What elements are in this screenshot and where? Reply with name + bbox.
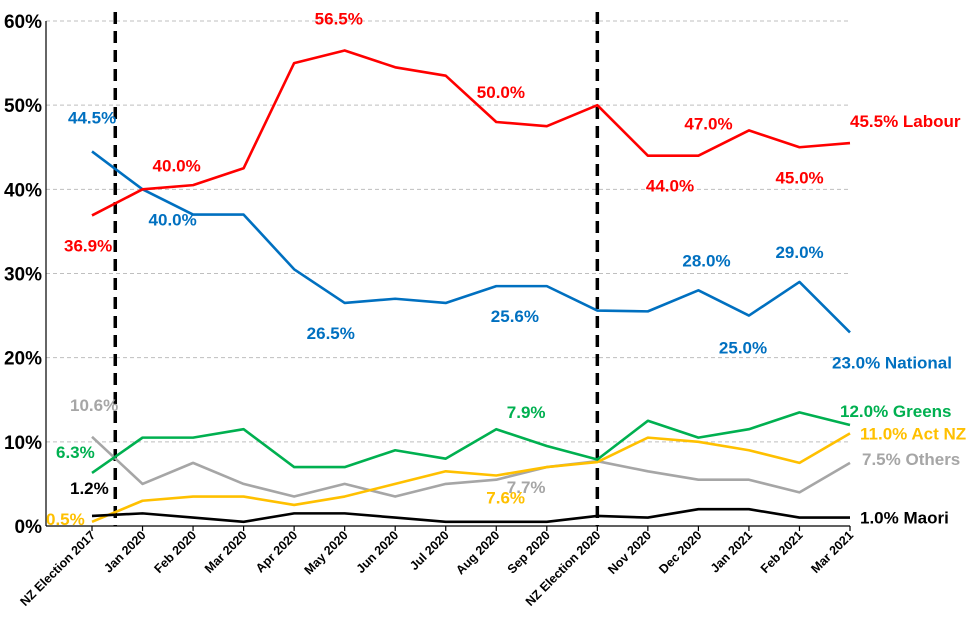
data-label: 25.0% bbox=[719, 339, 767, 358]
series-end-label: 12.0% Greens bbox=[840, 402, 952, 421]
x-tick-label: Jan 2021 bbox=[708, 528, 755, 575]
series-line-others bbox=[91, 435, 851, 498]
data-label: 0.5% bbox=[46, 510, 85, 529]
y-tick-label: 20% bbox=[4, 349, 42, 370]
x-tick-label: Aug 2020 bbox=[453, 528, 502, 577]
series-line-national bbox=[91, 150, 851, 334]
x-tick-label: Mar 2020 bbox=[202, 528, 250, 576]
data-label: 29.0% bbox=[775, 243, 823, 262]
series-line-act-nz bbox=[91, 432, 851, 523]
data-label: 40.0% bbox=[153, 156, 201, 175]
x-tick-label: Jan 2020 bbox=[101, 528, 148, 575]
data-label: 28.0% bbox=[682, 251, 730, 270]
y-tick-label: 10% bbox=[4, 433, 42, 454]
series-end-label: 11.0% Act NZ bbox=[860, 424, 966, 443]
series-end-label: 45.5% Labour bbox=[850, 112, 961, 131]
series-end-label: 23.0% National bbox=[832, 353, 952, 372]
x-tick-label: Jun 2020 bbox=[354, 528, 402, 576]
x-tick-label: Mar 2021 bbox=[808, 528, 856, 576]
data-label: 25.6% bbox=[491, 307, 539, 326]
x-tick-label: Feb 2020 bbox=[151, 528, 199, 576]
election-markers bbox=[113, 12, 600, 526]
series-lines bbox=[91, 49, 851, 524]
data-label: 36.9% bbox=[64, 236, 112, 255]
x-tick-label: Apr 2020 bbox=[253, 528, 300, 575]
y-tick-label: 40% bbox=[4, 180, 42, 201]
y-tick-label: 50% bbox=[4, 96, 42, 117]
data-label: 7.9% bbox=[507, 403, 546, 422]
series-line-greens bbox=[91, 411, 851, 475]
data-label: 44.0% bbox=[646, 177, 694, 196]
x-tick-label: Nov 2020 bbox=[605, 528, 654, 577]
data-label: 56.5% bbox=[315, 9, 363, 28]
data-label: 7.7% bbox=[507, 478, 546, 497]
data-label: 50.0% bbox=[477, 83, 525, 102]
data-label: 6.3% bbox=[56, 443, 95, 462]
data-label: 10.6% bbox=[70, 396, 118, 415]
series-line-labour bbox=[91, 49, 851, 217]
data-label: 7.6% bbox=[486, 489, 525, 508]
series-end-label: 1.0% Maori bbox=[860, 509, 949, 528]
data-label: 44.5% bbox=[68, 108, 116, 127]
y-tick-label: 0% bbox=[15, 517, 43, 538]
data-label: 45.0% bbox=[775, 168, 823, 187]
data-labels: 45.5% Labour 23.0% National 12.0% Greens 11… bbox=[46, 9, 966, 528]
gridlines bbox=[46, 20, 850, 443]
x-tick-label: Dec 2020 bbox=[656, 528, 704, 576]
y-tick-label: 60% bbox=[4, 12, 42, 33]
x-tick-label: May 2020 bbox=[302, 528, 351, 577]
x-tick-label: Sep 2020 bbox=[505, 528, 553, 576]
data-label: 26.5% bbox=[307, 324, 355, 343]
axes bbox=[45, 21, 851, 531]
x-tick-label: Jul 2020 bbox=[407, 528, 452, 573]
series-end-label: 7.5% Others bbox=[862, 450, 960, 469]
y-tick-label: 30% bbox=[4, 265, 42, 286]
x-tick-label: Feb 2021 bbox=[758, 528, 806, 576]
data-label: 40.0% bbox=[149, 210, 197, 229]
data-label: 47.0% bbox=[684, 115, 732, 134]
series-line-maori bbox=[91, 507, 850, 524]
x-tick-label: NZ Election 2017 bbox=[17, 528, 98, 609]
data-label: 1.2% bbox=[70, 479, 109, 498]
